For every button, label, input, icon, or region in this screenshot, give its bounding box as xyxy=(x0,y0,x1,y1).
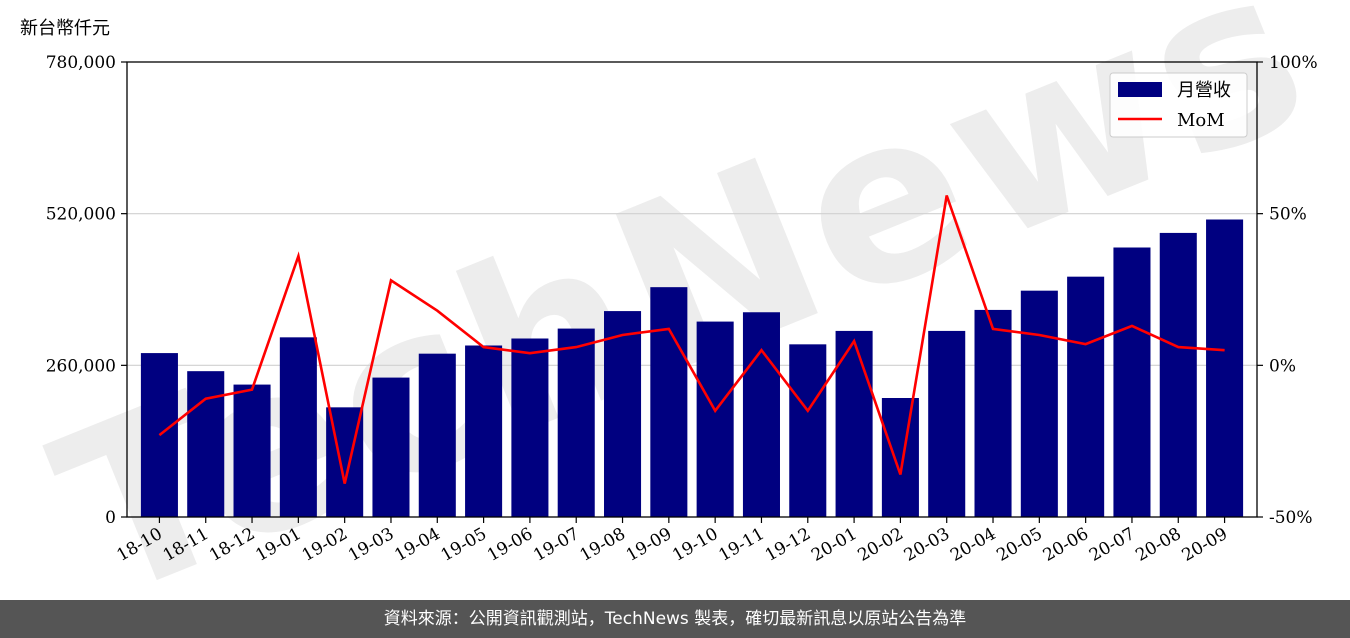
legend-swatch-bar xyxy=(1118,82,1162,97)
y-right-tick-label-3: 100% xyxy=(1269,53,1318,73)
y-left-tick-label-1: 260,000 xyxy=(46,356,116,376)
plot-frame xyxy=(126,61,1258,518)
x-tick-label-19-07: 19-07 xyxy=(530,524,582,566)
x-tick-label-19-06: 19-06 xyxy=(484,524,536,566)
bar-20-09 xyxy=(1206,219,1244,517)
y-right-tick-label-1: 0% xyxy=(1269,356,1296,376)
legend-label-revenue: 月營收 xyxy=(1177,80,1231,101)
y-axis-unit-label: 新台幣仟元 xyxy=(20,18,110,39)
x-tick-label-20-08: 20-08 xyxy=(1132,524,1184,566)
bar-20-06 xyxy=(1067,276,1105,517)
x-tick-label-20-04: 20-04 xyxy=(947,524,999,566)
bar-19-01 xyxy=(279,337,317,517)
bar-series xyxy=(140,219,1244,517)
x-tick-label-19-05: 19-05 xyxy=(438,524,490,566)
bar-20-07 xyxy=(1113,247,1151,517)
y-left-tick-label-3: 780,000 xyxy=(46,53,116,73)
bar-19-07 xyxy=(557,328,595,517)
bar-20-03 xyxy=(928,330,966,517)
x-tick-label-20-01: 20-01 xyxy=(808,524,860,566)
bar-20-04 xyxy=(974,309,1012,517)
x-tick-label-20-07: 20-07 xyxy=(1086,524,1138,566)
x-tick-label-20-09: 20-09 xyxy=(1179,524,1231,566)
source-footer: 資料來源：公開資訊觀測站，TechNews 製表，確切最新訊息以原站公告為準 xyxy=(0,600,1350,638)
x-tick-label-19-11: 19-11 xyxy=(716,524,768,566)
mom-series xyxy=(158,195,1225,484)
y-right-tick-label-0: -50% xyxy=(1269,508,1313,528)
bar-19-09 xyxy=(650,287,688,517)
bar-19-12 xyxy=(789,344,827,517)
x-tick-label-20-03: 20-03 xyxy=(901,524,953,566)
bar-19-10 xyxy=(696,321,734,517)
y-right-tick-label-2: 50% xyxy=(1269,205,1307,225)
x-tick-label-19-12: 19-12 xyxy=(762,524,814,566)
x-tick-label-20-05: 20-05 xyxy=(993,524,1045,566)
bar-20-02 xyxy=(881,398,919,517)
x-tick-label-19-10: 19-10 xyxy=(669,524,721,566)
legend-label-mom: MoM xyxy=(1177,110,1225,131)
y-left-tick-label-2: 520,000 xyxy=(46,205,116,225)
bar-19-05 xyxy=(465,345,503,517)
bar-18-12 xyxy=(233,384,271,517)
x-tick-label-20-02: 20-02 xyxy=(854,524,906,566)
mom-line xyxy=(158,195,1225,484)
x-tick-label-19-08: 19-08 xyxy=(577,524,629,566)
bar-20-08 xyxy=(1159,232,1197,517)
x-tick-label-20-06: 20-06 xyxy=(1040,524,1092,566)
y-left-tick-label-0: 0 xyxy=(105,508,116,528)
revenue-chart: TechNews 0260,000520,000780,000-50%0%50%… xyxy=(25,0,1342,600)
bar-19-03 xyxy=(372,377,410,517)
bar-19-08 xyxy=(604,311,642,517)
bar-19-04 xyxy=(418,353,456,517)
legend: 月營收 MoM xyxy=(1109,72,1248,138)
bar-20-05 xyxy=(1020,290,1058,517)
bar-19-06 xyxy=(511,338,549,517)
x-tick-label-19-09: 19-09 xyxy=(623,524,675,566)
bar-18-11 xyxy=(187,371,225,517)
bar-19-11 xyxy=(742,312,780,517)
